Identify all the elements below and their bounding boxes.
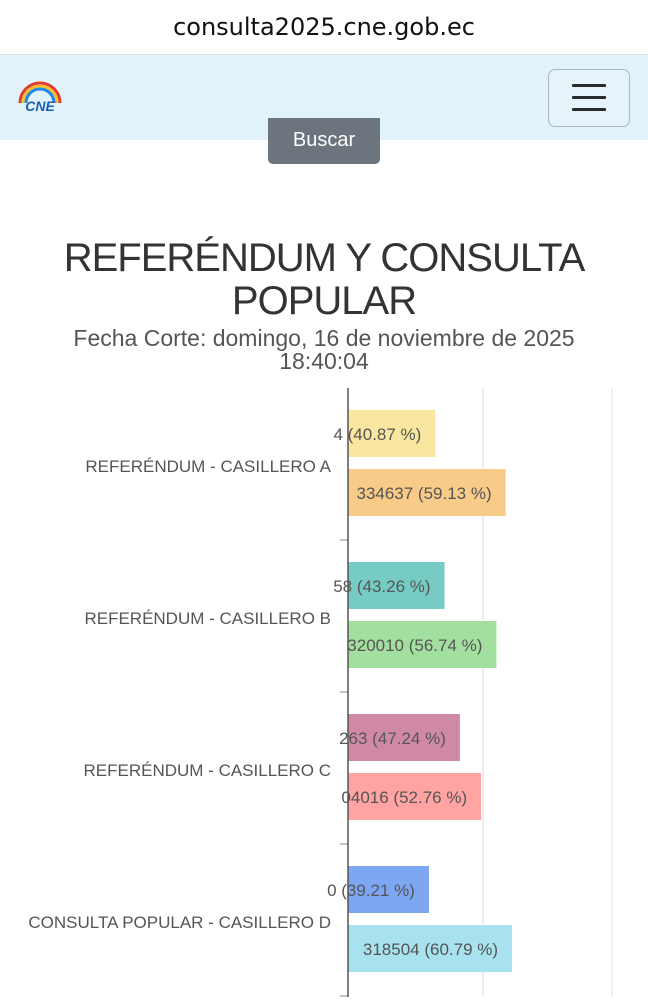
bar-value-label: 263 (47.24 %) [339,729,446,748]
results-bar-chart: REFERÉNDUM - CASILLERO A4 (40.87 %) 33463… [28,388,613,997]
fecha-corte: Fecha Corte: domingo, 16 de noviembre de… [73,325,575,351]
bar-value-label: 320010 (56.74 %) [347,636,482,655]
url-text[interactable]: consulta2025.cne.gob.ec [173,13,475,41]
bar-value-label: 58 (43.26 %) [333,577,430,596]
browser-address-bar[interactable]: consulta2025.cne.gob.ec [0,0,648,55]
bar [348,925,513,972]
bar [348,714,460,761]
bar-value-label: 4 (40.87 %) [333,425,421,444]
bar-value-label: 0 (39.21 %) [327,881,415,900]
category-label: REFERÉNDUM - CASILLERO C [84,761,331,780]
buscar-button[interactable]: Buscar [268,118,380,164]
bar [348,469,506,516]
menu-bar-icon [572,108,606,111]
bar [348,773,482,820]
bar-value-label: 334637 (59.13 %) [356,484,491,503]
category-label: CONSULTA POPULAR - CASILLERO D [28,913,331,932]
category-label: REFERÉNDUM - CASILLERO A [85,457,331,476]
menu-bar-icon [572,84,606,87]
page-title-line1: REFERÉNDUM Y CONSULTA [63,236,586,280]
bar-value-label: 318504 (60.79 %) [363,940,498,959]
menu-bar-icon [572,96,606,99]
bar [348,410,436,457]
bar [348,621,497,668]
bar-value-label: 04016 (52.76 %) [341,788,467,807]
page-title-line2: POPULAR [231,279,417,323]
bar [348,866,429,913]
category-label: REFERÉNDUM - CASILLERO B [84,609,331,628]
hamburger-menu-button[interactable] [548,69,630,127]
fecha-hora: 18:40:04 [279,348,369,374]
bar [348,562,445,609]
cne-logo[interactable]: CNE [14,81,66,117]
logo-text: CNE [25,98,55,114]
buscar-label: Buscar [292,129,356,151]
